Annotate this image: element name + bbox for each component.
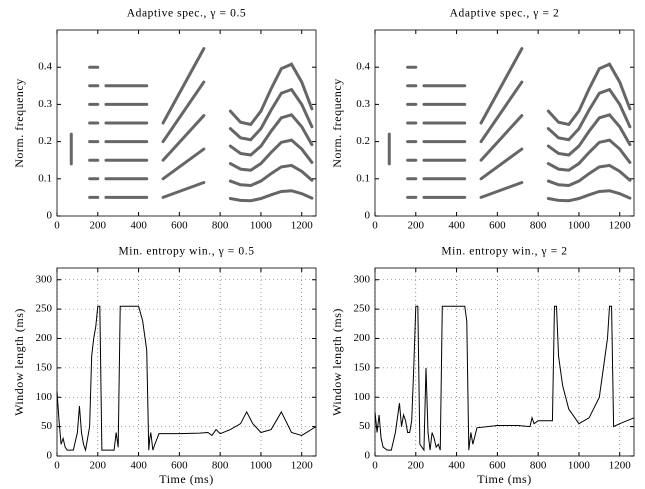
x-tick-label: 400 xyxy=(130,460,147,472)
spectral-component xyxy=(546,189,632,203)
y-tick-label: 100 xyxy=(36,391,53,403)
x-tick-label: 0 xyxy=(372,460,378,472)
y-tick-label: 50 xyxy=(359,420,371,432)
x-tick-label: 800 xyxy=(212,220,229,232)
y-tick-label: 0.4 xyxy=(38,61,52,73)
x-tick-label: 1200 xyxy=(291,220,314,232)
spectral-component xyxy=(546,113,632,157)
y-tick-label: 0.1 xyxy=(356,172,370,184)
x-tick-label: 600 xyxy=(171,220,188,232)
y-axis-label: Norm. frequency xyxy=(12,78,26,167)
x-tick-label: 0 xyxy=(54,220,60,232)
x-tick-label: 400 xyxy=(448,460,465,472)
x-tick-label: 600 xyxy=(489,460,506,472)
spectral-component xyxy=(479,147,524,181)
x-tick-label: 600 xyxy=(171,460,188,472)
y-tick-label: 0.2 xyxy=(38,135,52,147)
x-tick-label: 800 xyxy=(530,460,547,472)
y-tick-label: 50 xyxy=(41,420,53,432)
x-tick-label: 200 xyxy=(408,220,425,232)
axes-frame xyxy=(56,267,317,457)
x-tick-label: 200 xyxy=(90,460,107,472)
x-tick-label: 200 xyxy=(90,220,107,232)
spectral-component xyxy=(228,163,314,188)
plot-area xyxy=(57,268,316,456)
y-tick-label: 300 xyxy=(36,273,53,285)
spectral-component xyxy=(546,87,632,142)
spectral-component xyxy=(161,181,206,199)
y-tick-label: 100 xyxy=(354,391,371,403)
x-tick-label: 600 xyxy=(489,220,506,232)
y-tick-label: 250 xyxy=(36,303,53,315)
spectral-component xyxy=(546,163,632,188)
x-tick-label: 0 xyxy=(54,460,60,472)
y-tick-label: 0.3 xyxy=(356,98,370,110)
x-axis-label: Time (ms) xyxy=(477,472,531,486)
plot-area xyxy=(375,30,634,216)
chart-title: Adaptive spec., γ = 0.5 xyxy=(127,8,247,20)
y-tick-label: 150 xyxy=(36,361,53,373)
y-tick-label: 200 xyxy=(36,332,53,344)
spectral-component xyxy=(228,87,314,142)
spectral-component xyxy=(479,114,524,162)
x-tick-label: 400 xyxy=(130,220,147,232)
spectral-component xyxy=(228,189,314,203)
y-axis-label: Norm. frequency xyxy=(330,78,344,167)
y-tick-label: 0.1 xyxy=(38,172,52,184)
chart-title: Adaptive spec., γ = 2 xyxy=(450,8,560,20)
axes-frame xyxy=(374,267,635,457)
x-tick-label: 0 xyxy=(372,220,378,232)
x-tick-label: 1000 xyxy=(568,220,591,232)
x-tick-label: 1000 xyxy=(250,220,273,232)
spectral-component xyxy=(161,47,206,125)
x-tick-label: 1000 xyxy=(250,460,273,472)
x-tick-label: 1200 xyxy=(609,460,632,472)
spectral-component xyxy=(228,138,314,172)
y-tick-label: 0 xyxy=(47,210,53,222)
y-tick-label: 150 xyxy=(354,361,371,373)
spectral-component xyxy=(546,62,632,127)
line xyxy=(374,305,635,452)
x-tick-label: 200 xyxy=(408,460,425,472)
chart-title: Min. entropy win., γ = 2 xyxy=(441,246,567,258)
spectral-component xyxy=(228,62,314,127)
chart-title: Min. entropy win., γ = 0.5 xyxy=(118,246,254,258)
axes-frame xyxy=(374,29,635,217)
x-tick-label: 1200 xyxy=(291,460,314,472)
spectral-component xyxy=(479,47,524,125)
spectral-component xyxy=(479,181,524,199)
x-tick-label: 400 xyxy=(448,220,465,232)
line xyxy=(56,305,317,453)
x-axis-label: Time (ms) xyxy=(159,472,213,486)
y-tick-label: 300 xyxy=(354,273,371,285)
axes-frame xyxy=(56,29,317,217)
x-tick-label: 1000 xyxy=(568,460,591,472)
x-tick-label: 800 xyxy=(212,460,229,472)
y-axis-label: Window length (ms) xyxy=(12,308,26,416)
x-tick-label: 800 xyxy=(530,220,547,232)
x-tick-label: 1200 xyxy=(609,220,632,232)
spectral-component xyxy=(161,147,206,181)
y-tick-label: 0.2 xyxy=(356,135,370,147)
y-tick-label: 0 xyxy=(365,450,371,462)
y-tick-label: 250 xyxy=(354,303,371,315)
spectral-component xyxy=(161,80,206,144)
y-tick-label: 200 xyxy=(354,332,371,344)
spectral-component xyxy=(161,114,206,162)
spectral-component xyxy=(228,113,314,157)
y-tick-label: 0.3 xyxy=(38,98,52,110)
spectral-component xyxy=(479,80,524,144)
plot-area xyxy=(57,30,316,216)
y-axis-label: Window length (ms) xyxy=(330,308,344,416)
y-tick-label: 0.4 xyxy=(356,61,370,73)
y-tick-label: 0 xyxy=(47,450,53,462)
y-tick-label: 0 xyxy=(365,210,371,222)
spectral-component xyxy=(546,138,632,172)
